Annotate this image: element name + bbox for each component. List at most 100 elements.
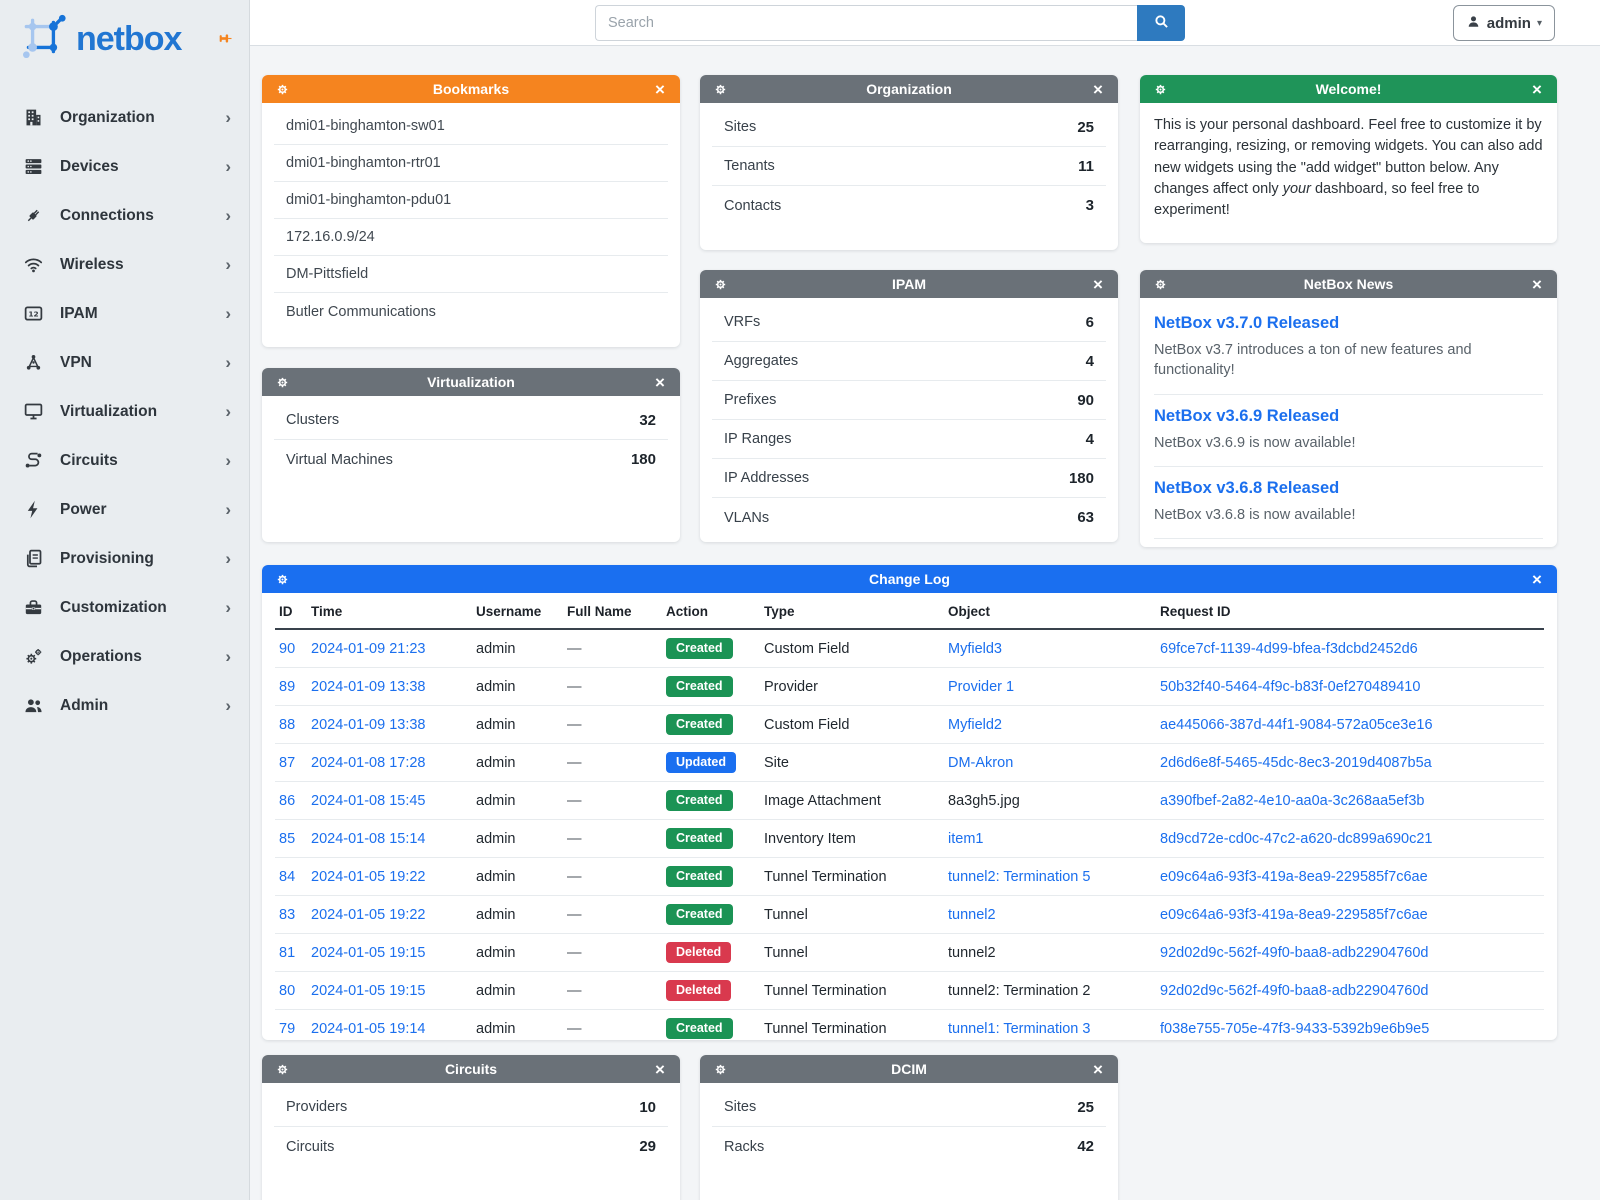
widget-close-icon[interactable]: × [1088,276,1108,293]
widget-config-button[interactable] [272,82,292,97]
changelog-id-link[interactable]: 80 [279,982,296,999]
changelog-time-link[interactable]: 2024-01-05 19:22 [311,906,426,923]
stat-row-prefixes[interactable]: Prefixes 90 [712,381,1106,420]
changelog-time-link[interactable]: 2024-01-05 19:15 [311,944,426,961]
bookmark-item[interactable]: DM-Pittsfield [274,256,668,293]
sidebar-item-operations[interactable]: Operations › [0,632,249,681]
changelog-object-link[interactable]: Myfield3 [948,640,1002,657]
changelog-time-link[interactable]: 2024-01-08 17:28 [311,754,426,771]
widget-config-button[interactable] [1150,82,1170,97]
stat-row-vrfs[interactable]: VRFs 6 [712,303,1106,342]
changelog-time-link[interactable]: 2024-01-05 19:14 [311,1020,426,1037]
widget-close-icon[interactable]: × [1088,1061,1108,1078]
sidebar-item-provisioning[interactable]: Provisioning › [0,534,249,583]
bookmark-item[interactable]: dmi01-binghamton-sw01 [274,108,668,145]
widget-close-icon[interactable]: × [650,1061,670,1078]
widget-close-icon[interactable]: × [650,81,670,98]
user-menu-button[interactable]: admin ▾ [1452,5,1555,41]
changelog-time-link[interactable]: 2024-01-08 15:14 [311,830,426,847]
changelog-id-link[interactable]: 81 [279,944,296,961]
sidebar-item-customization[interactable]: Customization › [0,583,249,632]
sidebar-item-power[interactable]: Power › [0,485,249,534]
sidebar-pin-icon[interactable] [216,29,235,51]
search-input[interactable] [595,5,1137,41]
changelog-id-link[interactable]: 79 [279,1020,296,1037]
changelog-request-id-link[interactable]: ae445066-387d-44f1-9084-572a05ce3e16 [1160,716,1433,733]
changelog-request-id-link[interactable]: f038e755-705e-47f3-9433-5392b9e6b9e5 [1160,1020,1430,1037]
bookmark-item[interactable]: dmi01-binghamton-pdu01 [274,182,668,219]
bookmark-item[interactable]: 172.16.0.9/24 [274,219,668,256]
changelog-id-link[interactable]: 84 [279,868,296,885]
sidebar-item-virtualization[interactable]: Virtualization › [0,387,249,436]
stat-row-virtual-machines[interactable]: Virtual Machines 180 [274,440,668,479]
widget-config-button[interactable] [1150,277,1170,292]
widget-close-icon[interactable]: × [1527,276,1547,293]
widget-close-icon[interactable]: × [1527,81,1547,98]
stat-row-sites[interactable]: Sites 25 [712,108,1106,147]
stat-row-ip-addresses[interactable]: IP Addresses 180 [712,459,1106,498]
stat-row-racks[interactable]: Racks 42 [712,1127,1106,1166]
stat-row-aggregates[interactable]: Aggregates 4 [712,342,1106,381]
stat-row-contacts[interactable]: Contacts 3 [712,186,1106,225]
changelog-object-link[interactable]: tunnel1: Termination 3 [948,1020,1091,1037]
changelog-id-link[interactable]: 83 [279,906,296,923]
widget-config-button[interactable] [272,1062,292,1077]
sidebar-item-connections[interactable]: Connections › [0,191,249,240]
sidebar-item-vpn[interactable]: VPN › [0,338,249,387]
news-link[interactable]: NetBox v3.7.0 Released [1154,314,1340,332]
sidebar-item-wireless[interactable]: Wireless › [0,240,249,289]
changelog-time-link[interactable]: 2024-01-09 13:38 [311,716,426,733]
stat-row-sites[interactable]: Sites 25 [712,1088,1106,1127]
changelog-id-link[interactable]: 85 [279,830,296,847]
widget-config-button[interactable] [272,572,292,587]
changelog-request-id-link[interactable]: a390fbef-2a82-4e10-aa0a-3c268aa5ef3b [1160,792,1425,809]
changelog-request-id-link[interactable]: 2d6d6e8f-5465-45dc-8ec3-2019d4087b5a [1160,754,1432,771]
sidebar-item-organization[interactable]: Organization › [0,93,249,142]
changelog-request-id-link[interactable]: e09c64a6-93f3-419a-8ea9-229585f7c6ae [1160,868,1428,885]
news-link[interactable]: NetBox v3.6.9 Released [1154,406,1340,425]
sidebar-item-ipam[interactable]: IPAM › [0,289,249,338]
stat-row-ip-ranges[interactable]: IP Ranges 4 [712,420,1106,459]
widget-config-button[interactable] [710,277,730,292]
sidebar-item-admin[interactable]: Admin › [0,681,249,730]
sidebar-item-circuits[interactable]: Circuits › [0,436,249,485]
stat-row-providers[interactable]: Providers 10 [274,1088,668,1127]
changelog-time-link[interactable]: 2024-01-05 19:15 [311,982,426,999]
stat-row-circuits[interactable]: Circuits 29 [274,1127,668,1166]
changelog-object-link[interactable]: DM-Akron [948,754,1014,771]
sidebar-item-devices[interactable]: Devices › [0,142,249,191]
changelog-time-link[interactable]: 2024-01-05 19:22 [311,868,426,885]
changelog-request-id-link[interactable]: 92d02d9c-562f-49f0-baa8-adb22904760d [1160,944,1429,961]
stat-row-vlans[interactable]: VLANs 63 [712,498,1106,537]
bookmark-item[interactable]: dmi01-binghamton-rtr01 [274,145,668,182]
changelog-request-id-link[interactable]: 69fce7cf-1139-4d99-bfea-f3dcbd2452d6 [1160,640,1418,657]
widget-config-button[interactable] [710,82,730,97]
changelog-time-link[interactable]: 2024-01-09 13:38 [311,678,426,695]
changelog-id-link[interactable]: 87 [279,754,296,771]
stat-row-tenants[interactable]: Tenants 11 [712,147,1106,186]
changelog-time-link[interactable]: 2024-01-09 21:23 [311,640,426,657]
changelog-object-link[interactable]: Provider 1 [948,678,1015,695]
changelog-request-id-link[interactable]: 50b32f40-5464-4f9c-b83f-0ef270489410 [1160,678,1421,695]
news-link[interactable]: NetBox v3.6.8 Released [1154,478,1340,497]
changelog-id-link[interactable]: 86 [279,792,296,809]
changelog-object-link[interactable]: tunnel2 [948,906,996,923]
widget-close-icon[interactable]: × [1088,81,1108,98]
changelog-object-link[interactable]: Myfield2 [948,716,1002,733]
changelog-time-link[interactable]: 2024-01-08 15:45 [311,792,426,809]
widget-close-icon[interactable]: × [1527,571,1547,588]
changelog-object-link[interactable]: item1 [948,830,984,847]
changelog-id-link[interactable]: 90 [279,640,296,657]
changelog-request-id-link[interactable]: e09c64a6-93f3-419a-8ea9-229585f7c6ae [1160,906,1428,923]
stat-row-clusters[interactable]: Clusters 32 [274,401,668,440]
changelog-request-id-link[interactable]: 8d9cd72e-cd0c-47c2-a620-dc899a690c21 [1160,830,1433,847]
brand-name[interactable]: netbox [76,20,182,58]
bookmark-item[interactable]: Butler Communications [286,303,436,320]
changelog-id-link[interactable]: 88 [279,716,296,733]
changelog-request-id-link[interactable]: 92d02d9c-562f-49f0-baa8-adb22904760d [1160,982,1429,999]
widget-config-button[interactable] [272,375,292,390]
widget-close-icon[interactable]: × [650,374,670,391]
changelog-object-link[interactable]: tunnel2: Termination 5 [948,868,1091,885]
netbox-logo-icon[interactable] [18,12,68,67]
widget-config-button[interactable] [710,1062,730,1077]
